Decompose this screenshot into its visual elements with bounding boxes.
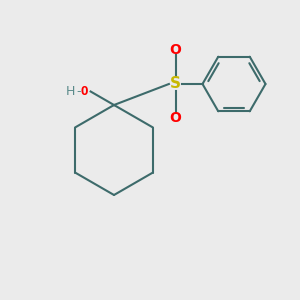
Text: S: S — [170, 76, 181, 92]
Text: O: O — [169, 43, 181, 56]
Text: H: H — [65, 85, 75, 98]
Text: O: O — [81, 85, 88, 98]
Text: -: - — [76, 85, 81, 98]
Text: O: O — [169, 112, 181, 125]
